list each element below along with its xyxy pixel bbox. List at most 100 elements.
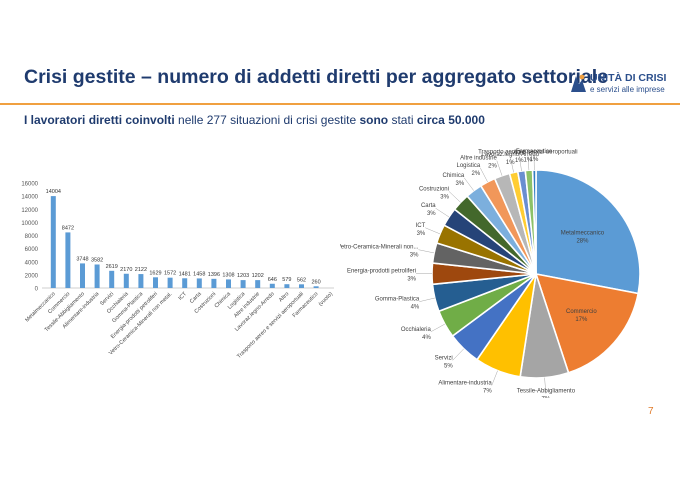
pie-slice-label: Energia-prodotti petroliferi bbox=[347, 269, 416, 275]
pie-leader-line bbox=[418, 249, 435, 254]
bar bbox=[182, 278, 188, 288]
pie-slice-label: Tessile-Abbigliamento bbox=[517, 389, 576, 395]
bar bbox=[269, 283, 275, 288]
logo: UNITÀ DI CRISI e servizi alle imprese bbox=[568, 72, 668, 98]
x-tick-label: (vuoto) bbox=[318, 291, 334, 307]
y-tick-label: 14000 bbox=[21, 195, 38, 201]
bar bbox=[299, 284, 304, 288]
pie-slice-percent: 1% bbox=[530, 157, 539, 163]
page-title: Crisi gestite – numero di addetti dirett… bbox=[24, 66, 609, 88]
bar-value-label: 1396 bbox=[208, 272, 220, 278]
pie-slice-percent: 2% bbox=[488, 164, 497, 170]
pie-slice-label: Vetro-Ceramica-Minerali non... bbox=[340, 245, 419, 251]
x-tick-label: ICT bbox=[178, 291, 189, 302]
bar bbox=[167, 277, 173, 288]
pie-slice-percent: 3% bbox=[410, 253, 419, 259]
bar bbox=[211, 278, 217, 288]
pie-leader-line bbox=[491, 370, 498, 386]
pie-slice-label: Chimica bbox=[443, 173, 465, 179]
bar-value-label: 2122 bbox=[135, 267, 147, 273]
pie-slice-percent: 4% bbox=[411, 305, 420, 311]
y-tick-label: 10000 bbox=[21, 221, 38, 227]
bar-chart: 0 2000 4000 6000 8000 10000 12000 14000 16000 140… bbox=[21, 182, 334, 360]
pie-slice-label: Gomma-Plastica bbox=[375, 297, 420, 303]
logo-icon bbox=[571, 74, 586, 92]
pie-slice-label: Metalmeccanico bbox=[561, 231, 605, 237]
bar bbox=[153, 277, 158, 288]
subtitle-bold-2: sono bbox=[359, 113, 389, 127]
pie-slice-percent: 7% bbox=[483, 389, 492, 395]
pie-slice-label: Farmaceutico bbox=[516, 149, 553, 155]
bar bbox=[196, 278, 202, 288]
bar-value-label: 1308 bbox=[222, 272, 234, 278]
pie-slice-percent: 3% bbox=[427, 211, 436, 217]
subtitle-text-2: stati bbox=[388, 113, 417, 127]
bar bbox=[284, 284, 290, 288]
bar bbox=[240, 280, 246, 288]
pie-leader-line bbox=[435, 208, 450, 218]
bar bbox=[123, 273, 129, 288]
bar-value-label: 646 bbox=[268, 277, 277, 283]
pie-leader-line bbox=[479, 167, 488, 183]
pie-slice-label: Costruzioni bbox=[419, 186, 449, 192]
page-number: 7 bbox=[648, 406, 654, 417]
y-tick-label: 2000 bbox=[25, 273, 39, 279]
pie-leader-line bbox=[419, 297, 435, 302]
pie-slice-label: ICT bbox=[416, 223, 426, 229]
bar-value-label: 579 bbox=[282, 277, 291, 283]
pie-slice-label: Altre industrie bbox=[460, 156, 497, 162]
bar bbox=[80, 263, 85, 288]
y-tick-label: 8000 bbox=[25, 234, 39, 240]
logo-name: UNITÀ DI CRISI bbox=[590, 72, 667, 84]
pie-leader-line bbox=[527, 154, 530, 171]
pie-slice-percent: 3% bbox=[440, 194, 449, 200]
pie-slice-percent: 1% bbox=[524, 157, 533, 163]
pie-slice-percent: 17% bbox=[575, 317, 588, 323]
pie-leader-line bbox=[463, 177, 474, 191]
subtitle-text-1: nelle 277 situazioni di crisi gestite bbox=[174, 113, 360, 127]
bar bbox=[109, 270, 115, 288]
bar-value-label: 8472 bbox=[62, 225, 74, 231]
pie-leader-line bbox=[544, 377, 547, 394]
bar bbox=[138, 274, 144, 288]
pie-leader-line bbox=[430, 323, 445, 333]
bar-value-label: 1481 bbox=[179, 271, 191, 277]
pie-slice bbox=[535, 169, 641, 295]
pie-slice-percent: 4% bbox=[422, 335, 431, 341]
bar bbox=[313, 286, 319, 288]
bar bbox=[50, 196, 56, 288]
bar bbox=[65, 232, 71, 288]
pie-slice-label: Trasporto aereo e servizi aeroportuali bbox=[478, 149, 578, 155]
bar-value-label: 260 bbox=[312, 279, 321, 285]
pie-slice-percent: 3% bbox=[456, 181, 465, 187]
pie-chart: Metalmeccanico 28% Commercio 17% Tessile-Abb… bbox=[340, 149, 641, 398]
header-divider bbox=[0, 103, 680, 105]
bar-value-label: 3748 bbox=[76, 256, 88, 262]
pie-slice-label: Alimentare-industria bbox=[438, 381, 492, 387]
pie-slice-label: Carta bbox=[421, 203, 436, 209]
subtitle-bold-1: I lavoratori diretti coinvolti bbox=[24, 113, 175, 127]
pie-slice-label: Altro bbox=[513, 150, 526, 156]
pie-leader-line bbox=[452, 348, 464, 361]
pie-slice-percent: 2% bbox=[472, 171, 481, 177]
bar bbox=[226, 279, 231, 288]
pie-slice-label: Servizi bbox=[435, 355, 453, 361]
pie-slice-percent: 5% bbox=[444, 363, 453, 369]
pie-slice-label: Commercio bbox=[566, 309, 597, 315]
pie-leader-line bbox=[519, 155, 522, 172]
bar-value-label: 14004 bbox=[46, 189, 61, 195]
pie-slice-percent: 3% bbox=[407, 277, 416, 283]
pie-leader-line bbox=[509, 156, 514, 173]
bar-value-label: 1629 bbox=[149, 270, 161, 276]
bar-value-label: 3582 bbox=[91, 257, 103, 263]
pie-slice-label: Lavoraz.legno-Arredo bbox=[481, 152, 539, 158]
pie-slice-label: Occhialeria bbox=[401, 327, 432, 333]
bar-value-label: 1458 bbox=[193, 271, 205, 277]
x-tick-label: Altro bbox=[278, 291, 290, 303]
pie-slice-percent: 7% bbox=[542, 397, 551, 398]
y-tick-label: 12000 bbox=[21, 208, 38, 214]
pie-slice-percent: 28% bbox=[576, 239, 589, 245]
pie-slice-percent: 1% bbox=[506, 160, 515, 166]
subtitle-bold-3: circa 50.000 bbox=[416, 113, 485, 127]
y-tick-label: 16000 bbox=[21, 182, 38, 188]
